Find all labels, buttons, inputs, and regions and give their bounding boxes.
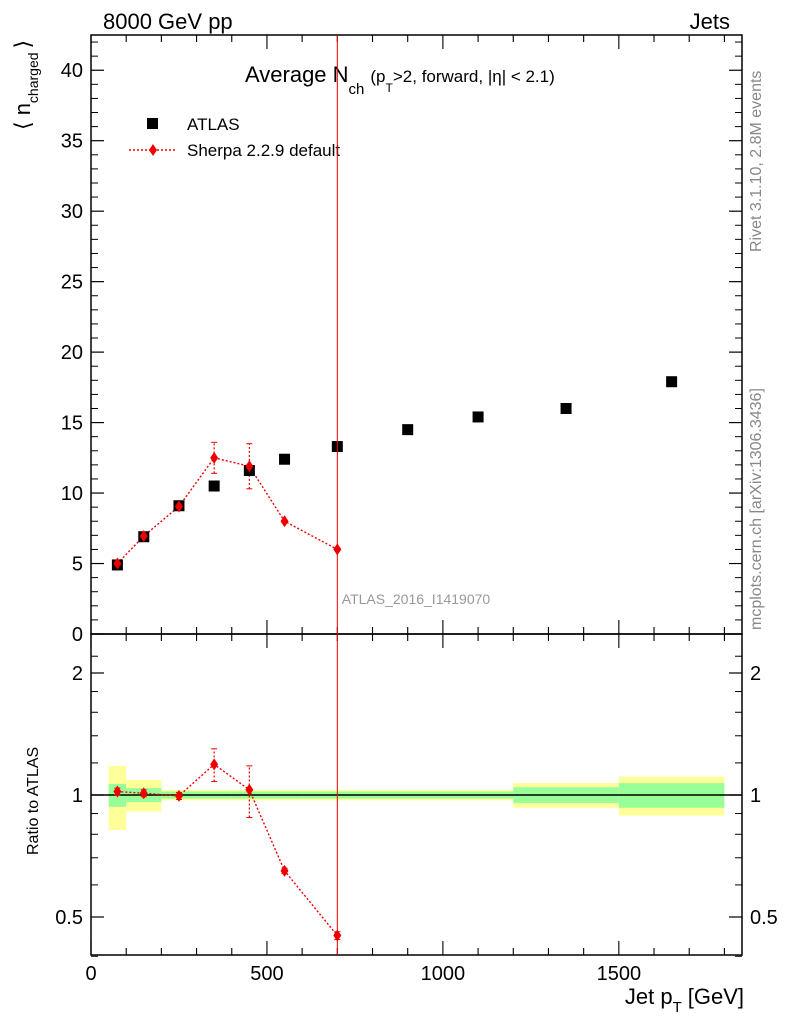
header-right-label: Jets <box>690 9 730 34</box>
header-left-label: 8000 GeV pp <box>103 9 233 34</box>
main-ylabel-close: ⟩ <box>10 40 35 49</box>
main-panel: 0 5 10 15 20 25 30 35 40 Average Nch (pT>2, forwa… <box>10 34 743 646</box>
ratio-xtick-label: 0 <box>85 963 96 985</box>
main-title-rest1: (p <box>370 67 385 86</box>
ratio-sherpa-point <box>245 783 254 796</box>
main-ylabel: ⟨ ncharged ⟩ <box>10 40 41 130</box>
sherpa-point <box>280 515 289 528</box>
main-title-main: Average N <box>245 62 349 87</box>
main-title: Average Nch (pT>2, forward, |η| < 2.1) <box>245 62 555 98</box>
main-ytick-label: 15 <box>61 413 83 435</box>
analysis-watermark: ATLAS_2016_I1419070 <box>342 591 491 607</box>
main-ylabel-sub: charged <box>25 52 41 103</box>
ratio-xlabel-sub: T <box>673 999 682 1016</box>
ratio-ylabel: Ratio to ATLAS <box>25 747 42 855</box>
ratio-panel: 0.5 0.5 1 1 2 2 0 500 1000 1500 Ratio to ATLAS Je… <box>25 633 778 1016</box>
sherpa-point <box>139 530 148 543</box>
main-axis-ticks: 0 5 10 15 20 25 30 35 40 <box>61 35 742 646</box>
ratio-xtick-label: 1500 <box>597 963 642 985</box>
sherpa-point <box>245 460 254 473</box>
ratio-frame <box>90 633 743 956</box>
atlas-point <box>208 480 220 492</box>
ratio-xtick-label: 1000 <box>421 963 466 985</box>
ratio-sherpa-point <box>113 785 122 798</box>
mcplots-label: mcplots.cern.ch [arXiv:1306.3436] <box>748 388 765 630</box>
ratio-sherpa-point <box>139 787 148 800</box>
ratio-ytick-label-right: 1 <box>750 785 761 807</box>
sherpa-point <box>113 557 122 570</box>
ratio-sherpa-point <box>280 864 289 877</box>
ratio-ytick-label: 2 <box>72 663 83 685</box>
main-ytick-label: 30 <box>61 201 83 223</box>
ratio-ytick-label: 1 <box>72 785 83 807</box>
main-ytick-label: 0 <box>72 624 83 646</box>
main-title-sub1: ch <box>349 81 365 98</box>
main-ylabel-main: ⟨ n <box>10 103 35 130</box>
ratio-data-layer <box>113 748 342 942</box>
atlas-point <box>279 453 291 465</box>
sherpa-point <box>210 451 219 464</box>
main-ytick-label: 20 <box>61 342 83 364</box>
ratio-xlabel: Jet pT [GeV] <box>625 984 744 1016</box>
main-ytick-label: 40 <box>61 60 83 82</box>
legend-atlas-marker <box>147 118 158 129</box>
sherpa-line <box>116 457 338 565</box>
ratio-xlabel-main: Jet p <box>625 984 673 1009</box>
legend: ATLAS Sherpa 2.2.9 default <box>129 115 340 160</box>
main-title-sub2: T <box>386 81 394 95</box>
atlas-point <box>560 402 572 414</box>
ratio-axis-ticks: 0.5 0.5 1 1 2 2 0 500 1000 1500 <box>55 634 778 985</box>
ratio-ytick-label-right: 0.5 <box>750 907 778 929</box>
legend-sherpa-marker <box>149 144 157 156</box>
atlas-point <box>402 424 414 436</box>
legend-atlas-label: ATLAS <box>187 115 240 134</box>
main-ytick-label: 35 <box>61 131 83 153</box>
ratio-uncertainty-bands <box>108 765 725 830</box>
atlas-point <box>666 376 678 388</box>
ratio-ytick-label: 0.5 <box>55 907 83 929</box>
ratio-xtick-label: 500 <box>250 963 283 985</box>
ratio-sherpa-point <box>210 758 219 771</box>
legend-sherpa-label: Sherpa 2.2.9 default <box>187 141 340 160</box>
main-ytick-label: 10 <box>61 483 83 505</box>
main-ytick-label: 5 <box>72 554 83 576</box>
sherpa-point <box>174 500 183 513</box>
ratio-sherpa-point <box>174 789 183 802</box>
atlas-point <box>472 411 484 423</box>
main-title-rest2: >2, forward, |η| < 2.1) <box>393 67 555 86</box>
ratio-xlabel-rest: [GeV] <box>688 984 744 1009</box>
ratio-ytick-label-right: 2 <box>750 663 761 685</box>
rivet-version-label: Rivet 3.1.10, 2.8M events <box>748 71 765 252</box>
main-ytick-label: 25 <box>61 272 83 294</box>
main-data-layer <box>111 376 678 571</box>
